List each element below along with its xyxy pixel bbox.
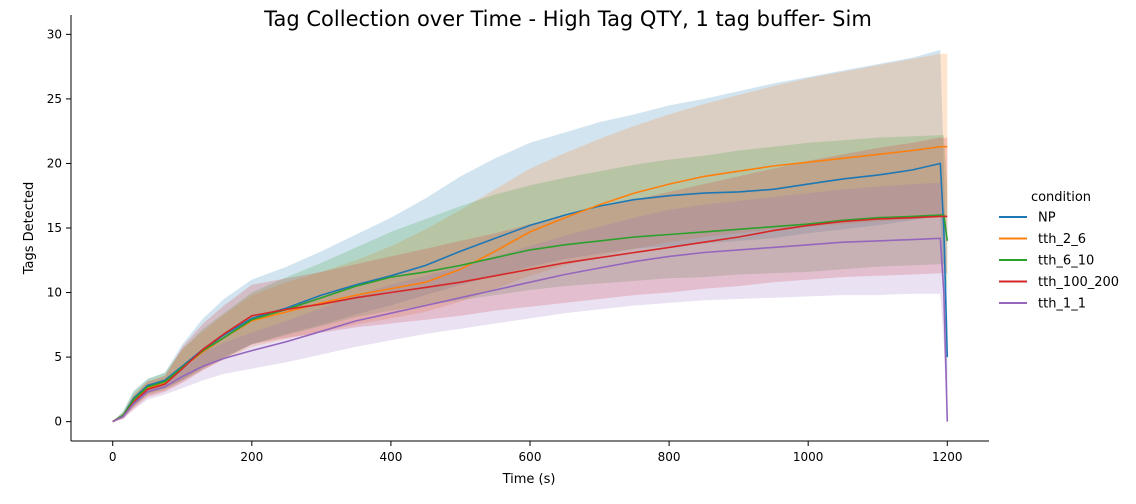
legend-item-tth_1_1: tth_1_1 [999, 297, 1086, 312]
series-line-tth_100_200 [112, 215, 948, 423]
band-tth_100_200 [112, 137, 948, 422]
x-tick-label: 200 [240, 450, 263, 464]
chart-title: Tag Collection over Time - High Tag QTY,… [263, 7, 872, 31]
series-line-NP [112, 162, 949, 423]
x-tick-label: 0 [109, 450, 117, 464]
band-tth_1_1 [112, 182, 948, 422]
y-tick-label: 10 [47, 286, 62, 300]
x-tick-label: 800 [658, 450, 681, 464]
band-tth_2_6 [112, 53, 948, 422]
legend-item-tth_6_10: tth_6_10 [999, 254, 1094, 269]
legend-label: tth_6_10 [1038, 254, 1094, 269]
x-axis-label: Time (s) [502, 472, 556, 487]
series-line-tth_1_1 [112, 237, 949, 423]
legend-item-tth_100_200: tth_100_200 [999, 275, 1119, 290]
legend: condition NP tth_2_6 tth_6_10 tth_100_200tt… [999, 190, 1119, 312]
y-tick-label: 25 [47, 92, 62, 106]
y-tick-label: 20 [47, 156, 62, 170]
x-tick-label: 400 [379, 450, 402, 464]
x-tick-label: 1000 [793, 450, 824, 464]
legend-label: tth_1_1 [1038, 297, 1086, 312]
series-lines [112, 145, 949, 423]
y-axis-ticks: 0 5 10 15 20 25 30 [47, 27, 71, 429]
x-axis-ticks: 0 200 400 600 800 1000 1200 [109, 441, 963, 464]
legend-title: condition [1031, 190, 1091, 205]
y-tick-label: 0 [54, 415, 62, 429]
legend-item-tth_2_6: tth_2_6 [999, 232, 1086, 247]
x-tick-label: 600 [519, 450, 542, 464]
y-tick-label: 5 [54, 350, 62, 364]
confidence-bands [112, 49, 948, 422]
x-tick-label: 1200 [932, 450, 963, 464]
y-axis-label: Tags Detected [22, 182, 37, 276]
y-tick-label: 15 [47, 221, 62, 235]
y-tick-label: 30 [47, 27, 62, 41]
legend-label: NP [1038, 211, 1056, 226]
legend-item-NP: NP [999, 211, 1056, 226]
legend-label: tth_2_6 [1038, 232, 1086, 247]
legend-label: tth_100_200 [1038, 275, 1119, 290]
band-NP [112, 49, 948, 422]
series-line-tth_6_10 [112, 214, 949, 423]
band-tth_6_10 [112, 135, 948, 422]
